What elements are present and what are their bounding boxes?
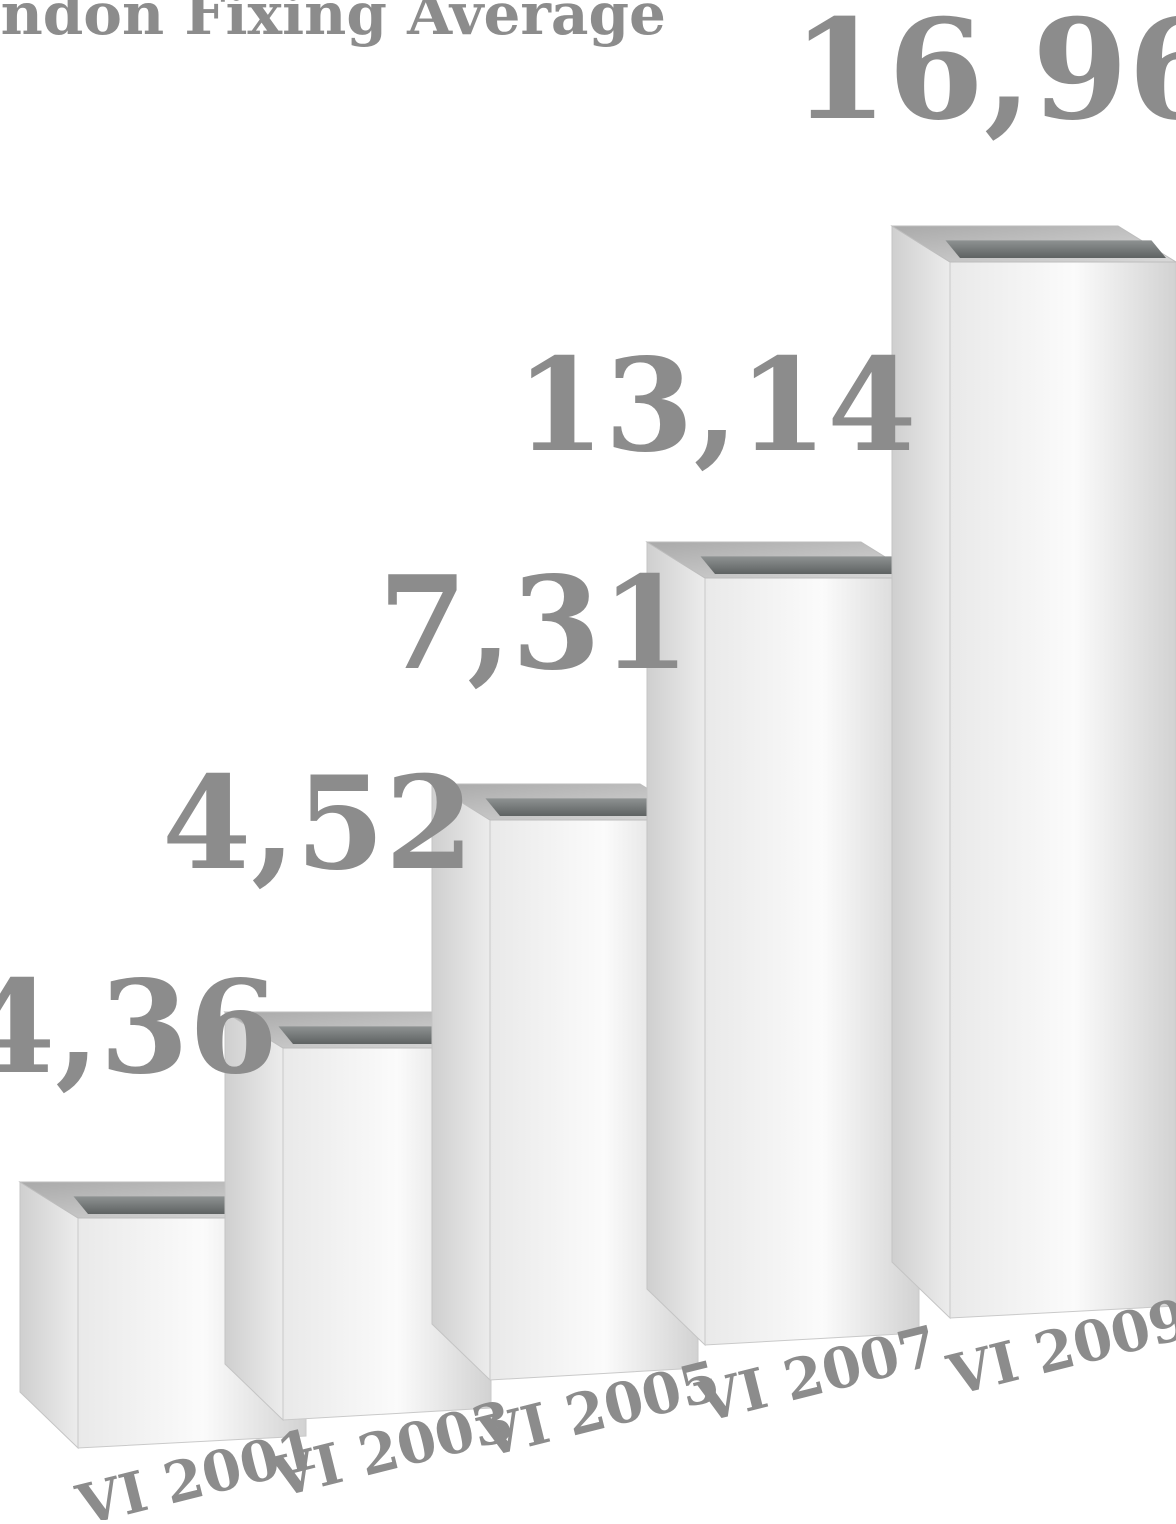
bar-opening	[700, 556, 909, 574]
bar-opening	[945, 240, 1166, 258]
bar-side	[19, 1181, 79, 1450]
value-label-1: 4,36	[0, 953, 278, 1103]
bars-group	[18, 225, 1176, 1450]
bar-opening	[278, 1026, 481, 1044]
bar-front	[949, 261, 1176, 1319]
bar-5	[890, 225, 1176, 1320]
value-label-2: 4,52	[162, 749, 474, 899]
value-label-4: 13,14	[516, 331, 917, 481]
bar-3	[430, 783, 700, 1382]
bar-4	[645, 541, 921, 1347]
bar-front	[704, 577, 920, 1346]
value-labels-group: 4,36 4,52 7,31 13,14 16,96	[0, 0, 1176, 1103]
chart-title: ...ndon Fixing Average	[0, 0, 666, 48]
value-label-3: 7,31	[378, 549, 690, 699]
bar-opening	[485, 798, 688, 816]
value-label-5: 16,96	[792, 0, 1176, 151]
